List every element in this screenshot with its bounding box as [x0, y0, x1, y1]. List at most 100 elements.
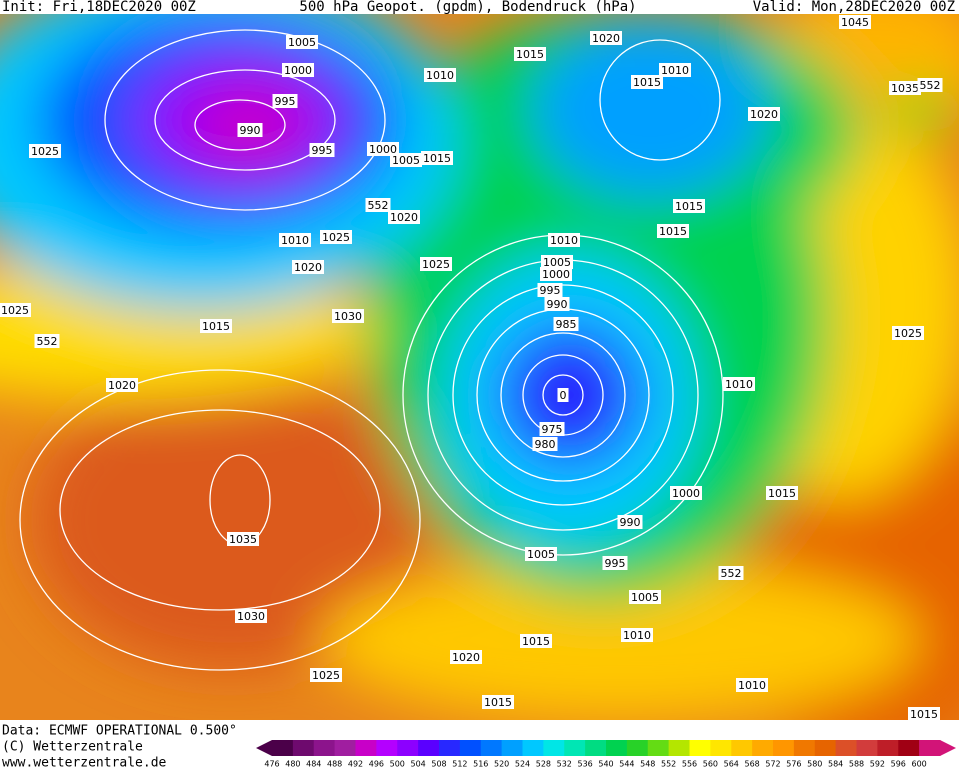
legend-swatch: [522, 740, 544, 756]
isobar-label: 1020: [750, 108, 778, 121]
legend-swatch: [439, 740, 461, 756]
legend-label: 528: [536, 760, 551, 769]
label-box: [839, 15, 871, 29]
legend-label: 532: [557, 760, 572, 769]
legend-swatch: [752, 740, 774, 756]
label-box: [279, 233, 311, 247]
legend-swatch: [898, 740, 920, 756]
isobar-label: 1015: [768, 487, 796, 500]
isobar-label: 1015: [910, 708, 938, 721]
isobar-label: 1010: [623, 629, 651, 642]
isobar-label: 1015: [659, 225, 687, 238]
legend-swatch: [814, 740, 837, 756]
label-box: [282, 63, 314, 77]
legend-swatch: [773, 740, 795, 756]
legend-label: 508: [431, 760, 446, 769]
label-box: [670, 486, 702, 500]
legend-label: 480: [285, 760, 300, 769]
legend-swatch: [334, 740, 356, 756]
isobar-label: 1045: [841, 16, 869, 29]
legend-swatch: [292, 740, 315, 756]
legend-label: 568: [744, 760, 759, 769]
label-box: [621, 628, 653, 642]
label-box: [0, 303, 31, 317]
valid-time: Valid: Mon,28DEC2020 00Z: [753, 0, 955, 15]
legend-label: 556: [682, 760, 697, 769]
label-box: [482, 695, 514, 709]
legend-label: 540: [598, 760, 613, 769]
label-box: [617, 515, 643, 529]
isobar-label: 1015: [423, 152, 451, 165]
isobar-label: 1020: [452, 651, 480, 664]
isobar-label: 1035: [229, 533, 257, 546]
legend-swatch: [397, 740, 419, 756]
label-box: [421, 151, 453, 165]
legend-label: 544: [619, 760, 634, 769]
legend-swatch: [376, 740, 398, 756]
legend-label: 572: [765, 760, 780, 769]
isobar-label: 552: [721, 567, 742, 580]
isobar-label: 1000: [542, 268, 570, 281]
isobar-label: 1005: [527, 548, 555, 561]
label-box: [332, 309, 364, 323]
isobar-label: 1010: [725, 378, 753, 391]
label-box: [659, 63, 691, 77]
legend-label: 500: [390, 760, 405, 769]
isobar-label: 990: [620, 516, 641, 529]
label-box: [537, 283, 563, 297]
label-box: [106, 378, 138, 392]
isobar-label: 1000: [672, 487, 700, 500]
label-box: [450, 650, 482, 664]
isobar-label: 552: [37, 335, 58, 348]
isobar-label: 1005: [631, 591, 659, 604]
data-source: Data: ECMWF OPERATIONAL 0.500°: [2, 724, 237, 739]
legend-label: 496: [369, 760, 384, 769]
legend-swatch: [856, 740, 878, 756]
isobar-label: 1025: [312, 669, 340, 682]
label-box: [286, 35, 318, 49]
isobar-label: 1010: [738, 679, 766, 692]
label-box: [420, 257, 452, 271]
label-box: [889, 81, 921, 95]
legend-swatch: [480, 740, 503, 756]
isobar-label: 1015: [675, 200, 703, 213]
isobar-label: 995: [275, 95, 296, 108]
label-box: [541, 255, 573, 269]
isobar-label: 1030: [237, 610, 265, 623]
isobar-label: 552: [368, 199, 389, 212]
legend-label: 552: [661, 760, 676, 769]
label-box: [557, 388, 569, 402]
isobar-label: 552: [920, 79, 941, 92]
legend-label: 476: [264, 760, 279, 769]
legend-label: 600: [911, 760, 926, 769]
label-box: [590, 31, 622, 45]
legend-swatch: [355, 740, 377, 756]
label-box: [544, 297, 570, 311]
label-box: [34, 334, 60, 348]
legend-swatch: [459, 740, 482, 756]
legend-swatch: [272, 740, 294, 756]
isobar-label: 990: [240, 124, 261, 137]
isobar-label: 1005: [392, 154, 420, 167]
label-box: [227, 532, 259, 546]
isobar-label: 1000: [284, 64, 312, 77]
isobar-label: 1015: [202, 320, 230, 333]
isobar-label: 995: [540, 284, 561, 297]
init-time: Init: Fri,18DEC2020 00Z: [2, 0, 196, 15]
label-box: [520, 634, 552, 648]
legend-label: 576: [786, 760, 801, 769]
legend-label: 504: [410, 760, 425, 769]
legend-label: 584: [828, 760, 843, 769]
legend-arrow-right: [940, 740, 956, 756]
website: www.wetterzentrale.de: [2, 756, 167, 770]
label-box: [390, 153, 422, 167]
legend-swatch: [731, 740, 753, 756]
isobar-label: 1035: [891, 82, 919, 95]
legend-swatch: [919, 740, 941, 756]
isobar-label: 1025: [422, 258, 450, 271]
legend-swatch: [418, 740, 440, 756]
label-box: [424, 68, 456, 82]
label-box: [514, 47, 546, 61]
label-box: [532, 437, 558, 451]
